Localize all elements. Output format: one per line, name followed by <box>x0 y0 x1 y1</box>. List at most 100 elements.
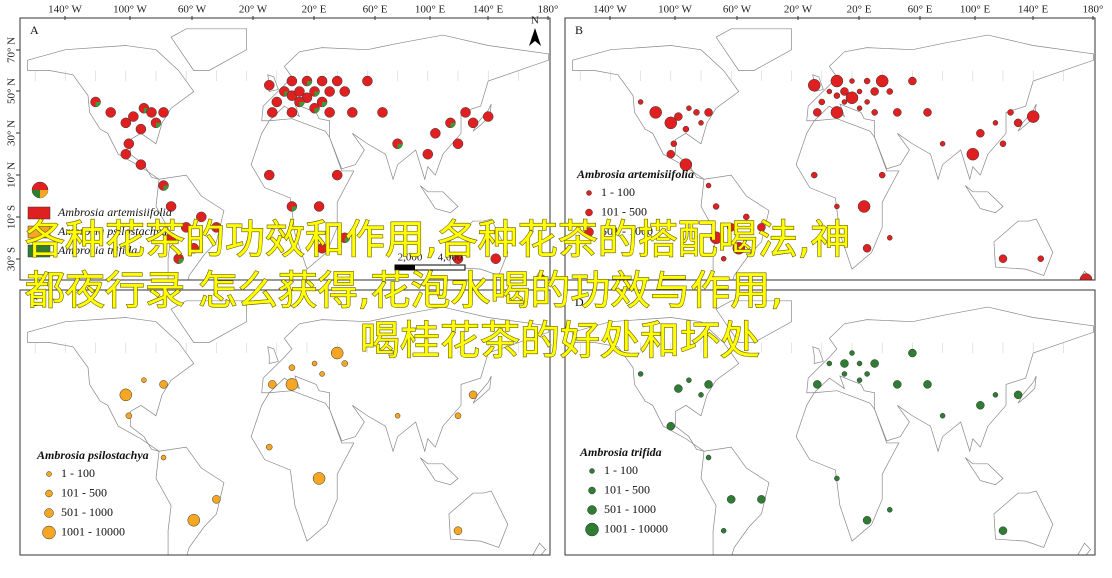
occurrence <box>998 254 1008 263</box>
occurrence-slice <box>322 101 328 107</box>
landmass <box>472 375 492 404</box>
landmass <box>250 118 355 270</box>
occurrence <box>992 120 999 126</box>
top-axis-label: 140° W <box>48 4 82 16</box>
occurrence <box>878 171 886 179</box>
occurrence <box>468 390 478 400</box>
occurrence <box>196 211 207 223</box>
occurrence <box>849 350 855 356</box>
legend-label: 101 - 500 <box>61 485 107 499</box>
landmass <box>170 28 247 71</box>
occurrence <box>1013 118 1023 128</box>
occurrence <box>686 377 692 383</box>
occurrence <box>452 253 464 264</box>
occurrence-slice <box>178 258 184 264</box>
landmass <box>532 542 547 555</box>
occurrence <box>834 475 840 482</box>
occurrence <box>105 107 116 118</box>
occurrence <box>120 117 132 129</box>
occurrence <box>482 111 494 122</box>
occurrence <box>830 74 844 88</box>
occurrence <box>490 253 501 264</box>
top-axis-label: 140° E <box>1018 4 1049 16</box>
occurrence <box>637 371 644 377</box>
occurrence <box>811 171 818 179</box>
legend-label: 101 - 500 <box>601 204 647 218</box>
top-axis-label: 20° W <box>239 4 268 16</box>
occurrence <box>670 140 678 147</box>
occurrence <box>857 200 871 213</box>
top-axis-label: 20° W <box>784 4 813 16</box>
map-panel <box>27 28 549 280</box>
left-axis-label: 10° S <box>6 205 18 229</box>
occurrence <box>271 96 283 108</box>
occurrence <box>339 86 350 97</box>
occurrence <box>649 106 662 119</box>
labels: A B C D 140° W 100° W 60° W 20° W 20° E 60° E 100°… <box>6 4 1103 540</box>
occurrence <box>864 99 870 105</box>
occurrence <box>976 401 985 410</box>
occurrence-slice <box>156 122 161 128</box>
top-axis-label: 20° E <box>847 4 872 16</box>
occurrence <box>757 223 766 232</box>
occurrence <box>267 107 278 118</box>
panel-letter: A <box>30 23 39 37</box>
occurrence-slice <box>314 91 320 97</box>
occurrence <box>331 75 343 87</box>
occurrence <box>666 421 676 431</box>
occurrence <box>887 507 893 513</box>
occurrence <box>294 86 305 97</box>
occurrence <box>875 74 889 88</box>
occurrence <box>864 371 870 377</box>
landmass <box>419 457 459 486</box>
occurrence <box>324 107 335 118</box>
occurrence <box>266 443 273 451</box>
occurrence <box>313 201 325 212</box>
occurrence <box>664 116 678 130</box>
occurrence <box>286 107 298 118</box>
occurrence <box>849 78 855 84</box>
landmass <box>715 28 792 71</box>
occurrence <box>830 106 844 119</box>
occurrence <box>834 203 840 210</box>
occurrence <box>146 107 157 118</box>
occurrence <box>939 141 946 147</box>
occurrence <box>120 148 132 160</box>
occurrence-slice <box>291 206 297 212</box>
occurrence <box>856 105 863 111</box>
landmass <box>261 34 549 181</box>
occurrence <box>159 380 168 389</box>
legend-symbol <box>585 522 599 537</box>
left-axis-label: 30° N <box>6 120 18 146</box>
landmass <box>155 446 225 555</box>
occurrence-slice <box>163 185 169 191</box>
occurrence <box>119 388 133 402</box>
occurrence <box>135 159 147 170</box>
occurrence <box>316 75 328 87</box>
landmass <box>419 185 459 214</box>
occurrence-slice <box>344 237 350 243</box>
map-panel <box>572 300 1094 555</box>
occurrence <box>705 182 712 189</box>
overlay-line: 各种花茶的功效和作用,各种花茶的搭配喝法,神 <box>25 217 850 263</box>
occurrence <box>818 98 826 106</box>
occurrence <box>394 413 401 419</box>
occurrence <box>813 108 822 117</box>
panel-frame <box>19 17 551 281</box>
occurrence <box>992 392 999 398</box>
landmass <box>795 390 900 542</box>
occurrence <box>841 371 848 377</box>
occurrence <box>453 526 463 535</box>
occurrence <box>999 140 1007 147</box>
occurrence <box>187 514 200 527</box>
legend-symbol <box>584 227 594 237</box>
occurrence <box>923 380 932 389</box>
occurrence <box>679 158 693 171</box>
landmass <box>964 185 1004 214</box>
occurrence <box>686 105 692 111</box>
occurrence <box>165 201 177 212</box>
occurrence <box>268 380 277 389</box>
landmass <box>795 118 900 270</box>
landmass <box>267 346 279 364</box>
